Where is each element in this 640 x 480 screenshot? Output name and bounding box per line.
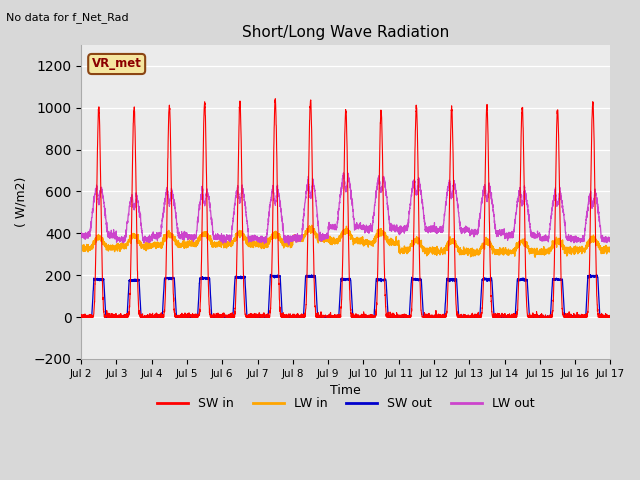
Text: No data for f_Net_Rad: No data for f_Net_Rad (6, 12, 129, 23)
Text: VR_met: VR_met (92, 58, 141, 71)
Legend: SW in, LW in, SW out, LW out: SW in, LW in, SW out, LW out (152, 393, 540, 416)
Title: Short/Long Wave Radiation: Short/Long Wave Radiation (242, 24, 449, 39)
Y-axis label: ( W/m2): ( W/m2) (15, 177, 28, 227)
X-axis label: Time: Time (330, 384, 361, 397)
